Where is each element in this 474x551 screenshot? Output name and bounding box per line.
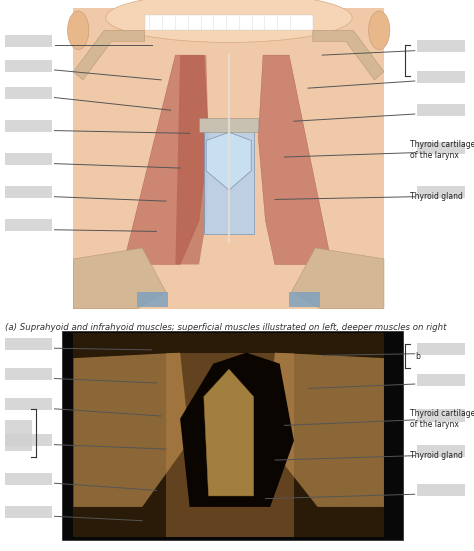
FancyBboxPatch shape — [417, 186, 465, 198]
Text: Thyroid gland: Thyroid gland — [410, 451, 463, 460]
Polygon shape — [204, 369, 254, 496]
FancyBboxPatch shape — [417, 142, 465, 154]
FancyBboxPatch shape — [417, 343, 465, 355]
FancyBboxPatch shape — [289, 292, 320, 307]
FancyBboxPatch shape — [145, 15, 313, 30]
FancyBboxPatch shape — [5, 368, 52, 380]
FancyBboxPatch shape — [5, 87, 52, 99]
FancyBboxPatch shape — [137, 292, 168, 307]
Text: b: b — [415, 352, 419, 361]
Polygon shape — [313, 30, 384, 80]
Polygon shape — [292, 248, 384, 309]
Polygon shape — [258, 55, 332, 264]
Text: Thyroid cartilage
of the larynx: Thyroid cartilage of the larynx — [410, 409, 474, 429]
FancyBboxPatch shape — [5, 120, 52, 132]
FancyBboxPatch shape — [5, 219, 52, 231]
Ellipse shape — [106, 0, 352, 42]
Polygon shape — [73, 30, 145, 80]
FancyBboxPatch shape — [417, 445, 465, 457]
Polygon shape — [175, 55, 209, 264]
FancyBboxPatch shape — [5, 60, 52, 72]
FancyBboxPatch shape — [204, 124, 254, 234]
Text: Thyroid cartilage
of the larynx: Thyroid cartilage of the larynx — [410, 140, 474, 160]
FancyBboxPatch shape — [417, 104, 465, 116]
FancyBboxPatch shape — [5, 506, 52, 518]
FancyBboxPatch shape — [417, 484, 465, 496]
FancyBboxPatch shape — [5, 434, 52, 446]
FancyBboxPatch shape — [5, 398, 52, 410]
Polygon shape — [206, 132, 251, 190]
Ellipse shape — [369, 11, 390, 50]
Polygon shape — [180, 353, 294, 507]
FancyBboxPatch shape — [417, 409, 465, 422]
FancyBboxPatch shape — [5, 35, 52, 47]
Polygon shape — [73, 248, 166, 309]
Text: Thyroid gland: Thyroid gland — [410, 192, 463, 201]
FancyBboxPatch shape — [73, 8, 384, 309]
FancyBboxPatch shape — [5, 153, 52, 165]
FancyBboxPatch shape — [417, 40, 465, 52]
FancyBboxPatch shape — [417, 374, 465, 386]
FancyBboxPatch shape — [5, 186, 52, 198]
Text: (a) Suprahyoid and infrahyoid muscles; superficial muscles illustrated on left, : (a) Suprahyoid and infrahyoid muscles; s… — [5, 323, 446, 332]
FancyBboxPatch shape — [62, 331, 403, 540]
FancyBboxPatch shape — [73, 333, 384, 537]
Polygon shape — [166, 353, 294, 537]
Polygon shape — [265, 353, 384, 507]
FancyBboxPatch shape — [417, 71, 465, 83]
FancyBboxPatch shape — [5, 473, 52, 485]
Polygon shape — [73, 353, 190, 507]
FancyBboxPatch shape — [199, 118, 258, 132]
Ellipse shape — [68, 11, 89, 50]
FancyBboxPatch shape — [5, 338, 52, 350]
Polygon shape — [123, 55, 209, 264]
FancyBboxPatch shape — [5, 420, 32, 451]
